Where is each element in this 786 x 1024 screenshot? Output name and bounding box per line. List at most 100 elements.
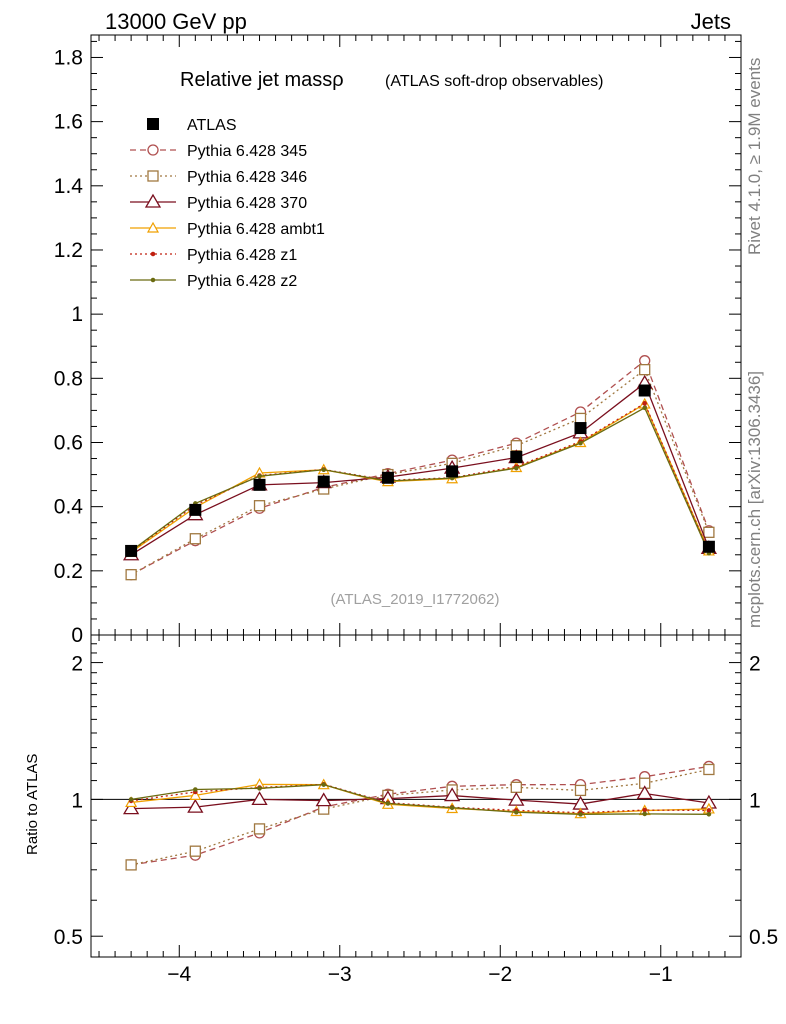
ratio-line-pythia-6-428-370 — [131, 792, 709, 810]
legend-item-pythia-6-428-z1: Pythia 6.428 z1 — [130, 247, 297, 264]
ratio-plot-frame — [90, 634, 742, 958]
ratio-point-pythia-6-428-346 — [189, 845, 201, 857]
ratio-point-pythia-6-428-z2 — [578, 812, 583, 817]
legend-marker-pythia-6-428-346 — [147, 170, 159, 182]
x-tick-label: −4 — [167, 963, 191, 986]
ratio-tick-label: 2 — [71, 653, 83, 676]
x-tick-label: −1 — [649, 963, 673, 986]
chart-title: Relative jet massρ — [180, 69, 344, 91]
rivet-label: Rivet 4.1.0, ≥ 1.9M events — [745, 58, 764, 255]
ratio-point-pythia-6-428-z2 — [321, 782, 327, 787]
point-pythia-6-428-346 — [125, 569, 137, 581]
ratio-line-pythia-6-428-345 — [131, 765, 710, 866]
point-pythia-6-428-z2 — [514, 465, 519, 471]
y-tick-label: 0.2 — [54, 560, 83, 583]
legend-marker-pythia-6-428-z2 — [150, 277, 156, 283]
series-line-pythia-6-428-z2 — [130, 406, 710, 554]
atlas-point — [381, 471, 394, 484]
legend-item-pythia-6-428-z2: Pythia 6.428 z2 — [130, 273, 297, 290]
atlas-point — [510, 450, 523, 463]
ratio-point-pythia-6-428-z2 — [385, 801, 391, 806]
ratio-line-pythia-6-428-346 — [130, 768, 710, 866]
series-line-pythia-6-428-370 — [130, 382, 710, 556]
ratio-point-pythia-6-428-370 — [508, 791, 525, 806]
ratio-point-pythia-6-428-z1 — [642, 807, 648, 813]
legend-item-pythia-6-428-370: Pythia 6.428 370 — [130, 193, 307, 212]
series-line-pythia-6-428-ambt1 — [130, 403, 710, 553]
analysis-watermark: (ATLAS_2019_I1772062) — [330, 591, 499, 608]
y-tick-label: 0.8 — [54, 367, 83, 390]
point-pythia-6-428-z1 — [642, 401, 648, 406]
point-pythia-6-428-z2 — [578, 440, 583, 446]
legend-item-pythia-6-428-345: Pythia 6.428 345 — [130, 143, 307, 160]
ratio-point-pythia-6-428-346 — [510, 781, 522, 793]
legend-marker-atlas — [147, 118, 159, 130]
ratio-point-pythia-6-428-z2 — [642, 811, 648, 817]
ratio-point-pythia-6-428-346 — [253, 823, 266, 835]
y-tick-label: 1.2 — [54, 239, 83, 262]
legend-label-pythia-6-428-z2: Pythia 6.428 z2 — [187, 273, 297, 290]
series-line-pythia-6-428-z1 — [130, 402, 710, 553]
legend-item-pythia-6-428-346: Pythia 6.428 346 — [130, 169, 307, 186]
legend: ATLAS Pythia 6.428 345 Pythia 6.428 346 Pyt… — [130, 117, 325, 290]
y-tick-label: 0.4 — [54, 496, 84, 519]
y-tick-label: 0 — [71, 624, 83, 647]
y-tick-label: 1.4 — [54, 175, 84, 198]
x-tick-label: −3 — [328, 963, 352, 986]
atlas-point — [317, 475, 330, 488]
legend-marker-pythia-6-428-z1 — [150, 251, 156, 257]
legend-label-atlas: ATLAS — [187, 117, 237, 134]
point-pythia-6-428-z2 — [321, 467, 327, 473]
point-pythia-6-428-346 — [639, 364, 651, 376]
ratio-point-pythia-6-428-346 — [574, 784, 587, 797]
header-right: Jets — [691, 9, 731, 34]
ratio-y-label: Ratio to ATLAS — [24, 754, 41, 855]
point-pythia-6-428-346 — [189, 533, 201, 545]
ratio-point-pythia-6-428-370 — [187, 798, 204, 813]
ratio-point-pythia-6-428-ambt1 — [189, 789, 202, 800]
main-y-axis: 0 0.2 0.4 0.6 0.8 1 1.2 1.4 1.6 1.8 — [54, 40, 741, 647]
ratio-point-pythia-6-428-370 — [315, 792, 332, 807]
ratio-point-pythia-6-428-z2 — [128, 797, 134, 802]
ratio-tick-label-right: 1 — [749, 789, 761, 812]
atlas-point — [574, 422, 587, 435]
atlas-point — [125, 544, 138, 557]
x-tick-label: −2 — [488, 963, 512, 986]
legend-marker-pythia-6-428-370 — [144, 193, 162, 208]
point-pythia-6-428-346 — [574, 412, 587, 425]
series-line-pythia-6-428-346 — [130, 368, 710, 576]
ratio-point-pythia-6-428-z2 — [514, 809, 519, 815]
legend-item-atlas: ATLAS — [147, 117, 237, 134]
legend-marker-pythia-6-428-345 — [147, 144, 159, 156]
ratio-point-pythia-6-428-346 — [125, 859, 137, 871]
ratio-line-pythia-6-428-z2 — [131, 784, 709, 815]
ratio-point-pythia-6-428-370 — [122, 800, 140, 815]
mcplots-label: mcplots.cern.ch [arXiv:1306.3436] — [745, 371, 764, 628]
point-pythia-6-428-346 — [703, 526, 715, 538]
y-tick-label: 1.8 — [54, 46, 83, 69]
y-tick-label: 0.6 — [54, 431, 83, 454]
legend-label-pythia-6-428-370: Pythia 6.428 370 — [187, 195, 307, 212]
ratio-point-pythia-6-428-z2 — [193, 787, 198, 792]
ratio-point-pythia-6-428-z2 — [449, 805, 455, 810]
main-series-group — [122, 355, 718, 581]
atlas-point — [253, 478, 266, 491]
ratio-tick-label-right: 0.5 — [749, 926, 778, 949]
x-axis: −4 −3 −2 −1 — [98, 35, 742, 986]
atlas-point — [189, 503, 202, 516]
header-left: 13000 GeV pp — [105, 9, 247, 34]
atlas-point — [446, 465, 459, 478]
series-line-pythia-6-428-345 — [130, 359, 710, 576]
ratio-point-pythia-6-428-370 — [443, 787, 461, 802]
ratio-point-pythia-6-428-346 — [703, 763, 715, 776]
ratio-tick-label-right: 2 — [749, 653, 761, 676]
chart-subtitle: (ATLAS soft-drop observables) — [385, 73, 603, 90]
point-pythia-6-428-z2 — [642, 405, 648, 411]
legend-label-pythia-6-428-345: Pythia 6.428 345 — [187, 143, 307, 160]
y-tick-label: 1 — [71, 303, 83, 326]
ratio-line-pythia-6-428-z1 — [131, 783, 709, 814]
ratio-tick-label: 0.5 — [54, 926, 83, 949]
ratio-series-group — [122, 760, 718, 871]
atlas-point — [638, 384, 651, 397]
